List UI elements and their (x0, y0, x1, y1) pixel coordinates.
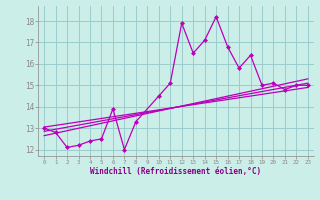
X-axis label: Windchill (Refroidissement éolien,°C): Windchill (Refroidissement éolien,°C) (91, 167, 261, 176)
